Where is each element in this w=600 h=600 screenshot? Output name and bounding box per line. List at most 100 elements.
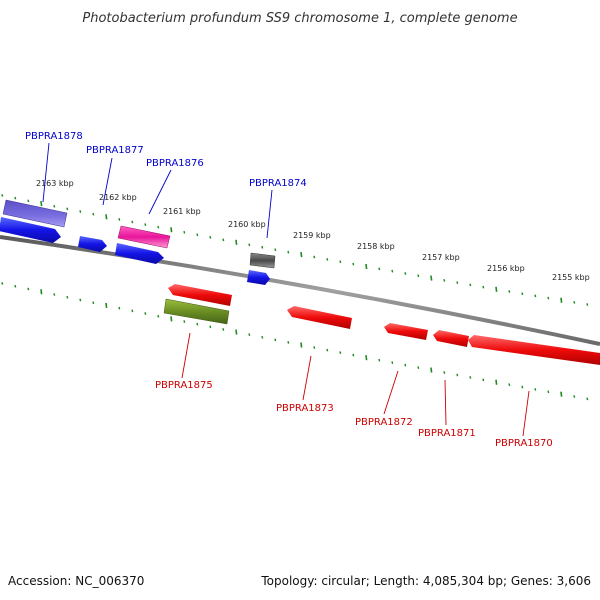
forward-scale-tick: [365, 263, 368, 270]
reverse-scale-tick: [105, 302, 108, 309]
gene-label-PBPRA1870[interactable]: PBPRA1870: [495, 438, 553, 449]
reverse-scale-tick: [287, 341, 290, 344]
gene-arrow-PBPRA1876[interactable]: [115, 243, 164, 264]
gene-label-PBPRA1875[interactable]: PBPRA1875: [155, 380, 213, 391]
reverse-scale-tick: [469, 376, 472, 379]
reverse-scale-tick: [378, 358, 381, 362]
reverse-scale-tick: [352, 353, 355, 357]
gene-arrow-PBPRA1871[interactable]: [433, 330, 469, 347]
forward-scale-tick: [183, 230, 186, 234]
reverse-scale-tick: [495, 379, 498, 385]
forward-scale-tick: [222, 238, 225, 242]
forward-scale-tick: [560, 297, 563, 303]
forward-scale-tick: [352, 262, 355, 266]
reverse-scale-tick: [40, 289, 43, 295]
reverse-scale-tick: [235, 329, 238, 335]
gene-arrow-PBPRA1875-a[interactable]: [168, 284, 232, 306]
gene-label-PBPRA1878[interactable]: PBPRA1878: [25, 131, 83, 142]
reverse-scale-tick: [14, 284, 17, 288]
reverse-scale-tick: [365, 355, 368, 361]
forward-scale-tick: [586, 303, 589, 306]
forward-scale-tick: [144, 223, 147, 226]
gene-label-PBPRA1873[interactable]: PBPRA1873: [276, 403, 334, 414]
accession-text: Accession: NC_006370: [8, 574, 145, 588]
forward-scale-tick: [53, 204, 56, 208]
reverse-scale-tick: [300, 342, 303, 348]
reverse-scale-tick: [456, 373, 459, 377]
forward-scale-tick: [196, 233, 199, 237]
forward-scale-tick: [378, 267, 381, 271]
feature-olive[interactable]: [163, 298, 230, 325]
reverse-scale-tick: [248, 333, 251, 337]
reverse-scale-tick: [482, 378, 485, 382]
forward-scale-tick: [469, 283, 472, 287]
forward-callouts: [42, 142, 273, 239]
gene-arrow-PBPRA1878[interactable]: [0, 217, 61, 243]
scale-label-2160: 2160 kbp: [228, 220, 266, 229]
forward-scale-tick: [339, 260, 342, 264]
reverse-scale-tick: [339, 351, 342, 355]
feature-grey[interactable]: [249, 252, 276, 269]
forward-scale-tick: [248, 243, 251, 247]
gene-label-PBPRA1877[interactable]: PBPRA1877: [86, 145, 144, 156]
forward-scale-tick: [1, 194, 4, 197]
reverse-scale-tick: [560, 391, 563, 397]
reverse-scale-tick: [1, 282, 4, 285]
scale-label-2162: 2162 kbp: [99, 193, 137, 202]
forward-scale-tick: [131, 220, 134, 224]
scale-label-2158: 2158 kbp: [357, 242, 395, 251]
reverse-scale-tick: [274, 338, 277, 342]
gene-arrow-PBPRA1877[interactable]: [78, 236, 107, 252]
forward-scale-tick: [66, 207, 69, 211]
reverse-scale-tick: [66, 295, 69, 299]
forward-scale-tick: [14, 196, 17, 200]
forward-scale-tick: [105, 214, 108, 220]
gene-label-PBPRA1876[interactable]: PBPRA1876: [146, 158, 204, 169]
forward-scale-tick: [313, 255, 316, 259]
gene-arrow-PBPRA1870[interactable]: [468, 335, 600, 365]
gene-label-PBPRA1872[interactable]: PBPRA1872: [355, 417, 413, 428]
reverse-scale-ticks: [1, 282, 589, 401]
forward-scale-tick: [456, 281, 459, 284]
forward-scale-tick: [274, 248, 277, 252]
forward-scale-tick: [300, 251, 303, 258]
forward-scale-tick: [79, 210, 82, 213]
scale-label-2159: 2159 kbp: [293, 231, 331, 240]
gene-arrow-PBPRA1872[interactable]: [384, 323, 428, 340]
scale-label-2156: 2156 kbp: [487, 264, 525, 273]
forward-scale-tick: [92, 212, 95, 216]
feature-purple[interactable]: [2, 199, 68, 228]
forward-scale-tick: [40, 200, 43, 207]
reverse-scale-tick: [27, 287, 30, 291]
reverse-scale-tick: [144, 312, 147, 315]
reverse-scale-tick: [183, 320, 186, 323]
reverse-scale-tick: [222, 328, 225, 331]
forward-scale-tick: [508, 290, 511, 293]
chromosome-backbone: [0, 235, 600, 346]
reverse-scale-tick: [196, 322, 199, 326]
gene-label-PBPRA1874[interactable]: PBPRA1874: [249, 178, 307, 189]
reverse-scale-tick: [391, 361, 394, 365]
gene-arrow-PBPRA1874[interactable]: [247, 270, 270, 285]
forward-scale-tick: [391, 269, 394, 273]
reverse-callouts: [181, 332, 530, 437]
scale-label-2163: 2163 kbp: [36, 179, 74, 188]
reverse-scale-tick: [547, 390, 550, 394]
reverse-scale-tick: [430, 367, 433, 373]
forward-scale-tick: [287, 250, 290, 254]
feature-pink[interactable]: [117, 225, 171, 249]
forward-scale-tick: [573, 300, 576, 304]
gene-arrow-PBPRA1873[interactable]: [287, 306, 352, 329]
reverse-scale-tick: [157, 314, 160, 318]
reverse-scale-tick: [131, 309, 134, 313]
scale-label-2161: 2161 kbp: [163, 207, 201, 216]
topology-text: Topology: circular; Length: 4,085,304 bp…: [261, 574, 591, 588]
forward-scale-tick: [118, 218, 121, 221]
forward-scale-tick: [157, 225, 160, 229]
reverse-scale-tick: [326, 348, 329, 352]
reverse-scale-tick: [417, 366, 420, 369]
gene-label-PBPRA1871[interactable]: PBPRA1871: [418, 428, 476, 439]
forward-scale-tick: [209, 235, 212, 239]
forward-scale-ticks: [1, 194, 589, 306]
